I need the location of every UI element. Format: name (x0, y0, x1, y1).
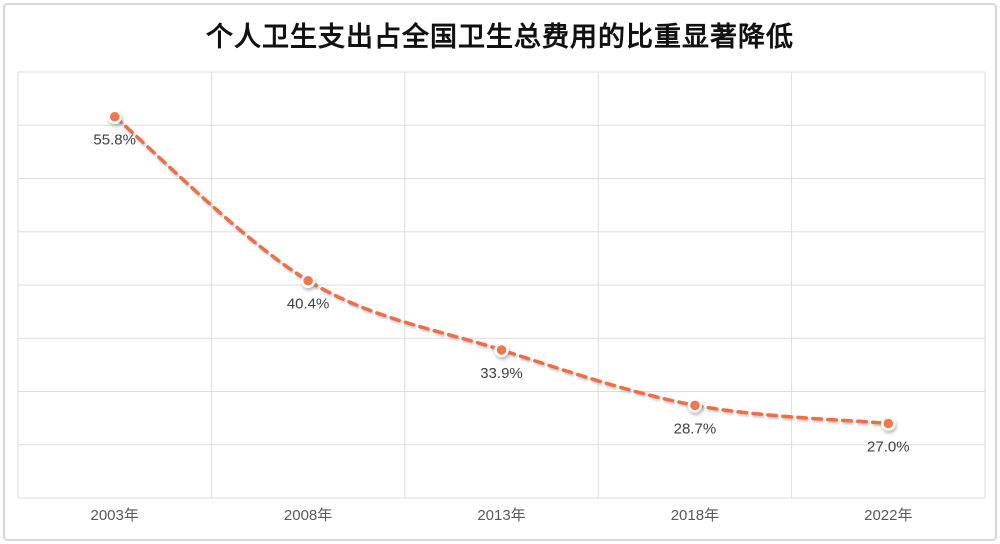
x-axis-label: 2013年 (477, 507, 525, 524)
data-point-marker (687, 398, 703, 413)
data-point-label: 33.9% (480, 365, 523, 382)
x-axis-label: 2022年 (864, 507, 912, 524)
data-point-label: 27.0% (867, 438, 910, 455)
data-point-marker (300, 273, 316, 288)
line-chart-svg: 55.8% 40.4% 33.9% 28.7% 27.0% 2003年 2008年 2013年… (17, 71, 986, 524)
x-axis-label: 2008年 (284, 507, 332, 524)
data-point-marker (494, 342, 509, 358)
chart-canvas: 个人卫生支出占全国卫生总费用的比重显著降低 55.8% 40.4% 33.9% 28.… (3, 3, 997, 541)
x-axis-label: 2018年 (671, 507, 719, 524)
data-point-marker (881, 416, 896, 431)
data-point-label: 40.4% (287, 296, 330, 313)
data-point-label: 55.8% (93, 132, 136, 149)
data-point-label: 28.7% (674, 420, 717, 437)
data-point-marker (107, 109, 122, 124)
x-axis-label: 2003年 (91, 507, 139, 524)
chart-title: 个人卫生支出占全国卫生总费用的比重显著降低 (206, 22, 794, 52)
